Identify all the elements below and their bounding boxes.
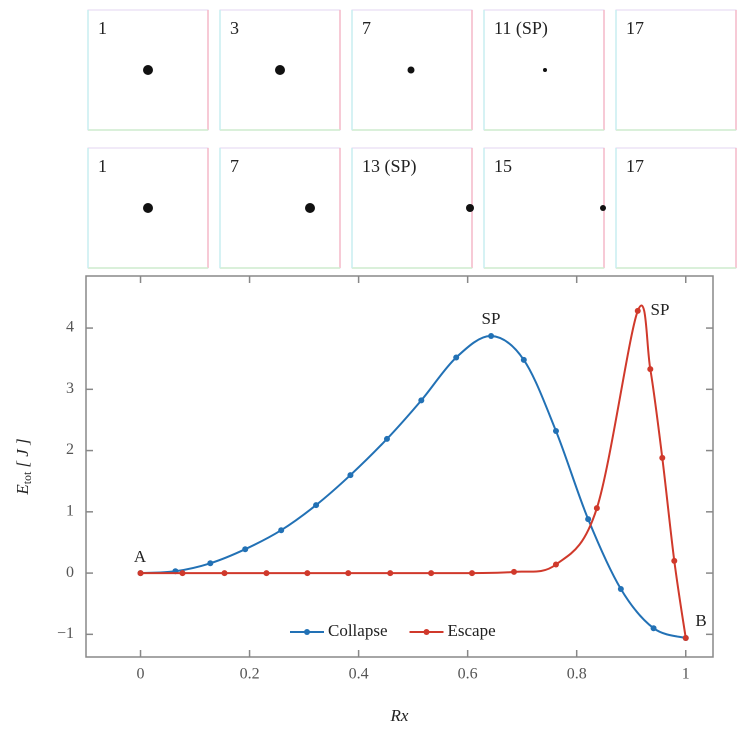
inset-label: 1: [98, 156, 107, 176]
y-tick-label: 2: [66, 441, 74, 458]
inset-spin: [305, 203, 315, 213]
data-point: [242, 546, 249, 553]
series-line: [140, 335, 687, 639]
data-point: [650, 625, 657, 632]
plot-frame: [85, 275, 714, 658]
legend-label: Escape: [448, 621, 496, 640]
inset-spin: [275, 65, 285, 75]
inset-spin: [600, 205, 606, 211]
inset-label: 11 (SP): [494, 18, 548, 39]
inset-spin: [143, 203, 153, 213]
inset-label: 17: [626, 18, 644, 38]
y-axis-label-part: E: [13, 484, 32, 496]
data-point: [671, 557, 678, 564]
y-axis-label-part: [ J ]: [13, 438, 32, 467]
y-tick-label: 3: [66, 380, 74, 397]
data-point: [345, 570, 352, 577]
inset-spin: [143, 65, 153, 75]
data-point: [552, 561, 559, 568]
y-tick-label: 1: [66, 502, 74, 519]
annotation: SP: [482, 309, 501, 328]
data-point: [207, 560, 214, 567]
inset-label: 1: [98, 18, 107, 38]
data-point: [634, 307, 641, 314]
data-point: [278, 527, 285, 534]
data-point: [304, 570, 311, 577]
inset-spin: [466, 204, 474, 212]
annotation: SP: [651, 300, 670, 319]
inset-label: 7: [362, 18, 371, 38]
inset-label: 17: [626, 156, 644, 176]
data-point: [593, 505, 600, 512]
x-axis-label: Rx: [390, 706, 409, 725]
x-tick-label: 1: [682, 666, 690, 683]
data-point: [682, 635, 689, 642]
data-point: [659, 454, 666, 461]
inset-spin: [543, 68, 547, 72]
inset-label: 15: [494, 156, 512, 176]
data-point: [510, 568, 517, 575]
data-point: [647, 366, 654, 373]
x-tick-label: 0.2: [240, 666, 260, 683]
x-tick-label: 0.6: [458, 666, 478, 683]
data-point: [418, 397, 425, 404]
inset-panel: [219, 147, 341, 269]
x-tick-label: 0: [137, 666, 145, 683]
inset-label: 7: [230, 156, 239, 176]
data-point: [387, 570, 394, 577]
data-point: [488, 333, 495, 340]
y-axis-label: Etot [ J ]: [13, 438, 34, 495]
legend-marker: [423, 629, 430, 635]
legend-label: Collapse: [328, 621, 388, 640]
annotation: B: [695, 611, 706, 630]
data-point: [221, 570, 228, 577]
inset-label: 13 (SP): [362, 156, 417, 177]
data-point: [347, 472, 354, 479]
x-tick-label: 0.4: [349, 666, 369, 683]
data-point: [428, 570, 435, 577]
data-point: [263, 570, 270, 577]
y-tick-label: 0: [66, 564, 74, 581]
data-point: [313, 502, 320, 509]
inset-panel: [483, 147, 605, 269]
inset-panel: [351, 147, 473, 269]
series-line: [140, 304, 687, 639]
data-point: [469, 570, 476, 577]
data-point: [179, 570, 186, 577]
data-point: [137, 570, 144, 577]
insets: 1 3 7 11 (SP) 171 7 13 (SP) 15 17: [87, 9, 737, 269]
inset-panel: [615, 9, 737, 131]
data-point: [453, 354, 460, 361]
y-tick-label: −1: [57, 625, 74, 642]
y-axis-label-part: tot: [20, 471, 34, 484]
y-tick-label: 4: [66, 319, 74, 336]
legend-marker: [304, 629, 310, 635]
data-point: [520, 356, 527, 363]
data-point: [383, 435, 390, 442]
x-tick-label: 0.8: [567, 666, 587, 683]
inset-spin: [407, 66, 415, 74]
annotation: A: [134, 547, 147, 566]
data-point: [585, 516, 592, 523]
data-point: [617, 586, 624, 593]
inset-label: 3: [230, 18, 239, 38]
data-point: [552, 427, 559, 434]
